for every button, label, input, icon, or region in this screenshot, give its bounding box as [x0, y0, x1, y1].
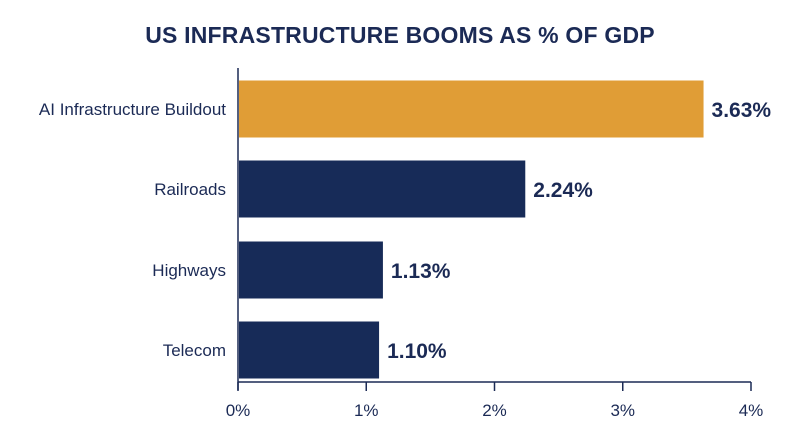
bar-0 [239, 80, 704, 138]
x-tick-label-0: 0% [226, 401, 251, 420]
x-tick-label-1: 1% [354, 401, 379, 420]
category-label-0: AI Infrastructure Buildout [39, 100, 226, 119]
x-tick-label-3: 3% [610, 401, 635, 420]
data-label-0: 3.63% [712, 99, 772, 122]
x-tick-label-2: 2% [482, 401, 507, 420]
x-tick-label-4: 4% [739, 401, 764, 420]
bar-2 [239, 241, 383, 299]
data-label-1: 2.24% [533, 179, 593, 202]
data-label-2: 1.13% [391, 260, 451, 283]
category-label-3: Telecom [163, 341, 226, 360]
bar-3 [239, 321, 380, 379]
bar-1 [239, 160, 526, 218]
category-label-1: Railroads [154, 180, 226, 199]
data-label-3: 1.10% [387, 340, 447, 363]
chart-title: US INFRASTRUCTURE BOOMS AS % OF GDP [145, 22, 655, 48]
category-label-2: Highways [152, 261, 226, 280]
